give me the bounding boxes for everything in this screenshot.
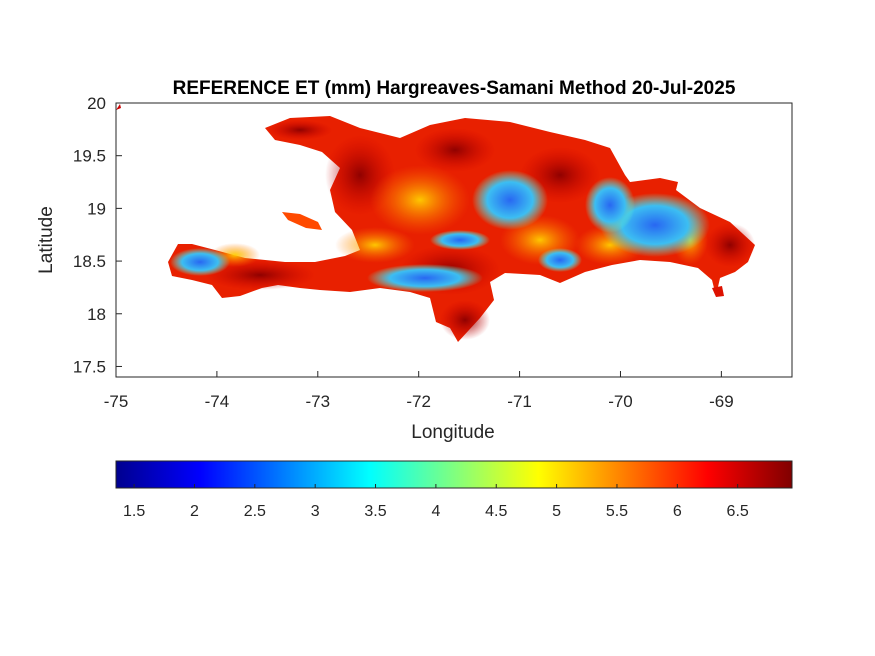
y-tick-label: 19.5 [73,147,106,166]
colorbar-tick-label: 2 [190,503,199,520]
et-raster-field [170,120,755,340]
colorbar-tick-label: 5 [552,503,561,520]
x-tick-label: -75 [104,392,129,411]
y-axis-title: Latitude [36,206,57,274]
map-axes: REFERENCE ET (mm) Hargreaves-Samani Meth… [36,78,793,443]
colorbar-tick-label: 6 [673,503,682,520]
island-layer [116,104,755,342]
y-tick-label: 19 [87,199,106,218]
colorbar-tick-label: 6.5 [727,503,749,520]
tortuga-island [282,212,322,230]
x-axis-title: Longitude [411,422,494,443]
colorbar-tick-label: 5.5 [606,503,628,520]
y-axis-ticks: 17.5 18 18.5 19 19.5 20 [73,94,122,376]
x-tick-label: -70 [608,392,633,411]
x-axis-ticks: -75 -74 -73 -72 -71 -70 -69 [104,371,734,411]
x-tick-label: -73 [306,392,331,411]
y-tick-label: 20 [87,94,106,113]
colorbar-tick-label: 4 [431,503,440,520]
saona-island [712,286,724,297]
figure-title: REFERENCE ET (mm) Hargreaves-Samani Meth… [173,78,736,99]
x-tick-label: -69 [709,392,734,411]
colorbar-tick-label: 4.5 [485,503,507,520]
colorbar-bar [115,460,793,489]
colorbar-tick-label: 1.5 [123,503,145,520]
colorbar-ticks: 1.5 2 2.5 3 3.5 4 4.5 5 5.5 6 6.5 [123,484,749,520]
y-tick-label: 18 [87,305,106,324]
x-tick-label: -74 [205,392,230,411]
colorbar: 1.5 2 2.5 3 3.5 4 4.5 5 5.5 6 6.5 [115,460,793,520]
hispaniola-landmass [168,116,755,342]
x-tick-label: -71 [507,392,532,411]
colorbar-tick-label: 3.5 [364,503,386,520]
y-tick-label: 18.5 [73,252,106,271]
corner-pixel [116,104,121,110]
y-tick-label: 17.5 [73,357,106,376]
colorbar-tick-label: 3 [311,503,320,520]
x-tick-label: -72 [406,392,431,411]
colorbar-tick-label: 2.5 [244,503,266,520]
